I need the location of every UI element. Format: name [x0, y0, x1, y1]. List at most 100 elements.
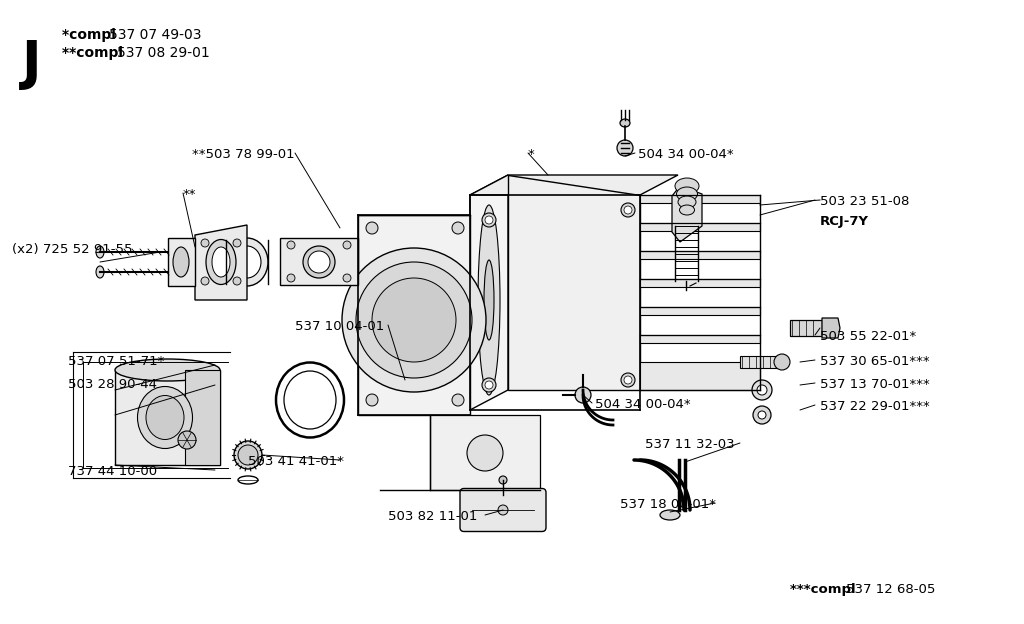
Circle shape [342, 248, 486, 392]
Ellipse shape [226, 238, 268, 286]
Polygon shape [280, 238, 358, 285]
Circle shape [482, 213, 496, 227]
Circle shape [575, 387, 591, 403]
Ellipse shape [206, 240, 236, 285]
Polygon shape [640, 335, 760, 343]
Text: *: * [528, 148, 535, 161]
Text: 504 34 00-04*: 504 34 00-04* [638, 148, 733, 161]
Text: 537 07 49-03: 537 07 49-03 [109, 28, 202, 42]
Ellipse shape [680, 205, 694, 215]
Text: **: ** [183, 188, 197, 201]
Circle shape [621, 373, 635, 387]
Ellipse shape [276, 363, 344, 437]
Ellipse shape [620, 119, 630, 127]
Ellipse shape [677, 187, 697, 201]
Circle shape [343, 241, 351, 249]
Text: 503 82 11-01: 503 82 11-01 [388, 510, 477, 523]
Circle shape [178, 431, 196, 449]
Polygon shape [168, 238, 195, 286]
Circle shape [366, 394, 378, 406]
Text: **compl: **compl [62, 46, 128, 60]
Circle shape [753, 406, 771, 424]
Circle shape [233, 277, 241, 285]
Ellipse shape [478, 205, 500, 395]
Text: J: J [23, 38, 42, 90]
Circle shape [356, 262, 472, 378]
Circle shape [366, 222, 378, 234]
Text: 537 08 29-01: 537 08 29-01 [117, 46, 210, 60]
Circle shape [287, 274, 295, 282]
Text: 503 23 51-08: 503 23 51-08 [820, 195, 909, 208]
Text: 537 12 68-05: 537 12 68-05 [846, 583, 935, 596]
Ellipse shape [284, 371, 336, 429]
FancyBboxPatch shape [460, 489, 546, 532]
Polygon shape [790, 320, 822, 336]
Circle shape [482, 378, 496, 392]
Circle shape [343, 274, 351, 282]
Circle shape [238, 445, 258, 465]
Ellipse shape [115, 359, 220, 381]
Ellipse shape [238, 476, 258, 484]
Text: *compl: *compl [62, 28, 121, 42]
Text: 537 10 04-01: 537 10 04-01 [295, 320, 384, 333]
Ellipse shape [484, 260, 494, 340]
Circle shape [624, 376, 632, 384]
Text: ***compl: ***compl [790, 583, 860, 596]
Circle shape [201, 239, 209, 247]
Ellipse shape [233, 246, 261, 278]
Circle shape [287, 241, 295, 249]
Ellipse shape [96, 246, 104, 258]
Text: 737 44 10-00: 737 44 10-00 [68, 465, 157, 478]
Polygon shape [640, 195, 760, 203]
Polygon shape [430, 415, 540, 490]
Circle shape [774, 354, 790, 370]
Ellipse shape [660, 510, 680, 520]
Text: 537 11 32-03: 537 11 32-03 [645, 438, 734, 451]
Circle shape [752, 380, 772, 400]
Circle shape [624, 206, 632, 214]
Ellipse shape [308, 251, 330, 273]
Ellipse shape [675, 178, 699, 194]
Ellipse shape [678, 196, 696, 208]
Text: 537 30 65-01***: 537 30 65-01*** [820, 355, 930, 368]
Polygon shape [640, 251, 760, 259]
Polygon shape [640, 279, 760, 287]
Ellipse shape [137, 386, 193, 449]
Text: RCJ-7Y: RCJ-7Y [820, 215, 869, 228]
Circle shape [452, 394, 464, 406]
Circle shape [498, 505, 508, 515]
Text: 503 28 90-44: 503 28 90-44 [68, 378, 157, 391]
Polygon shape [508, 175, 640, 390]
Text: (x2) 725 52 91-55: (x2) 725 52 91-55 [12, 243, 132, 256]
Text: 537 18 00-01*: 537 18 00-01* [620, 498, 716, 511]
Polygon shape [358, 215, 470, 415]
Polygon shape [640, 223, 760, 231]
Polygon shape [672, 186, 702, 242]
Circle shape [758, 411, 766, 419]
Ellipse shape [212, 247, 230, 277]
Circle shape [234, 441, 262, 469]
Text: 537 13 70-01***: 537 13 70-01*** [820, 378, 930, 391]
Ellipse shape [173, 247, 189, 277]
Circle shape [617, 140, 633, 156]
Polygon shape [640, 362, 760, 390]
Polygon shape [740, 356, 778, 368]
Ellipse shape [146, 396, 184, 439]
Text: 537 07 51-71*: 537 07 51-71* [68, 355, 165, 368]
Polygon shape [640, 307, 760, 315]
Circle shape [485, 381, 493, 389]
Circle shape [372, 278, 456, 362]
Polygon shape [195, 225, 247, 300]
Circle shape [621, 203, 635, 217]
Text: **503 78 99-01: **503 78 99-01 [193, 148, 295, 161]
Polygon shape [470, 175, 508, 410]
Circle shape [467, 435, 503, 471]
Text: 503 41 41-01*: 503 41 41-01* [248, 455, 344, 468]
Text: 537 22 29-01***: 537 22 29-01*** [820, 400, 930, 413]
Polygon shape [470, 175, 678, 195]
Circle shape [201, 277, 209, 285]
Circle shape [757, 385, 767, 395]
Ellipse shape [96, 266, 104, 278]
Circle shape [233, 239, 241, 247]
Text: 503 55 22-01*: 503 55 22-01* [820, 330, 916, 343]
